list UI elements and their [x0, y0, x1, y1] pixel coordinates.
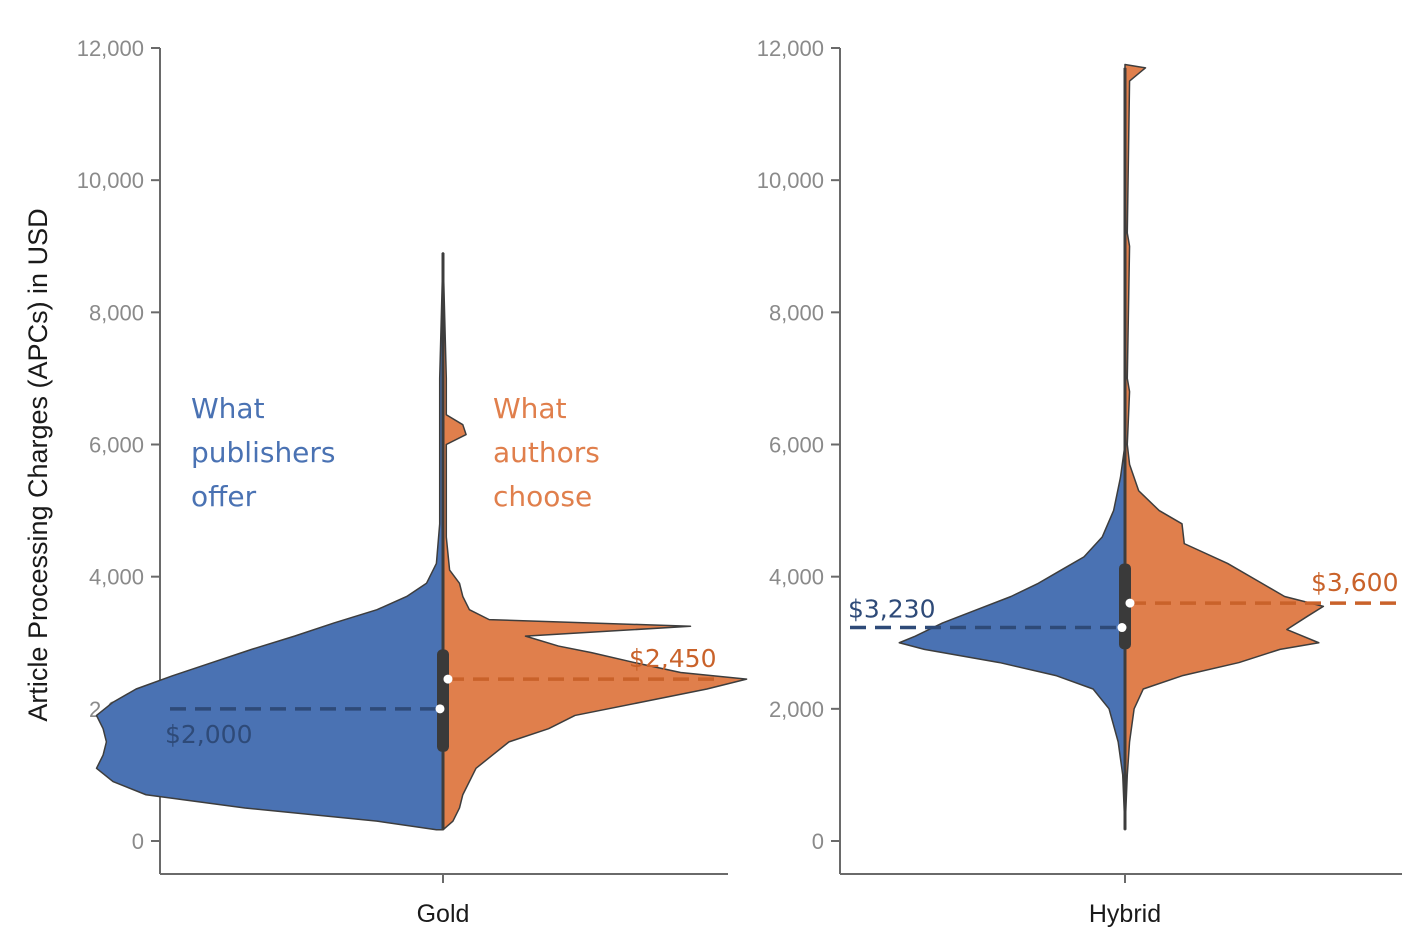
box-iqr	[437, 649, 449, 752]
y-tick-label: 6,000	[769, 433, 824, 458]
y-tick-label: 4,000	[89, 565, 144, 590]
violin-offer-gold	[95, 252, 444, 831]
violin-choose-hybrid	[1124, 63, 1325, 831]
median-label-choose: $2,450	[629, 644, 716, 673]
y-tick-label: 4,000	[769, 565, 824, 590]
median-label-offer: $2,000	[165, 720, 252, 749]
x-tick-label: Hybrid	[1089, 900, 1161, 928]
median-dot-offer	[435, 704, 445, 714]
median-label-offer: $3,230	[848, 595, 935, 624]
y-tick-label: 8,000	[769, 300, 824, 325]
annotations: What publishers offer What authors choose	[191, 392, 600, 513]
median-label-choose: $3,600	[1311, 568, 1398, 597]
y-tick-label: 0	[812, 829, 824, 854]
violin-offer-hybrid	[898, 67, 1126, 831]
x-tick-label: Gold	[417, 900, 470, 928]
annotation-offer-line: publishers	[191, 436, 336, 469]
panel-gold: 02,0004,0006,0008,00010,00012,000Gold$2,…	[77, 36, 748, 928]
y-axis-title: Article Processing Charges (APCs) in USD	[23, 208, 53, 721]
y-tick-label: 8,000	[89, 300, 144, 325]
median-dot-choose	[1125, 598, 1135, 608]
median-dot-choose	[443, 674, 453, 684]
y-tick-label: 12,000	[757, 36, 824, 61]
annotation-choose: What authors choose	[493, 392, 600, 513]
y-tick-label: 0	[132, 829, 144, 854]
y-tick-label: 6,000	[89, 433, 144, 458]
annotation-choose-line: choose	[493, 480, 592, 513]
annotation-offer: What publishers offer	[191, 392, 336, 513]
median-dot-offer	[1117, 623, 1127, 633]
y-tick-label: 12,000	[77, 36, 144, 61]
annotation-choose-line: What	[493, 392, 567, 425]
annotation-offer-line: What	[191, 392, 265, 425]
y-tick-label: 10,000	[757, 168, 824, 193]
violin-choose-gold	[442, 252, 748, 831]
annotation-offer-line: offer	[191, 480, 257, 513]
panel-hybrid: 0 2,000 4,000 6,000 8,000 10,000 12,000 Hybrid $…	[757, 36, 1402, 928]
y-tick-label: 10,000	[77, 168, 144, 193]
annotation-choose-line: authors	[493, 436, 600, 469]
y-tick-label: 2,000	[769, 697, 824, 722]
